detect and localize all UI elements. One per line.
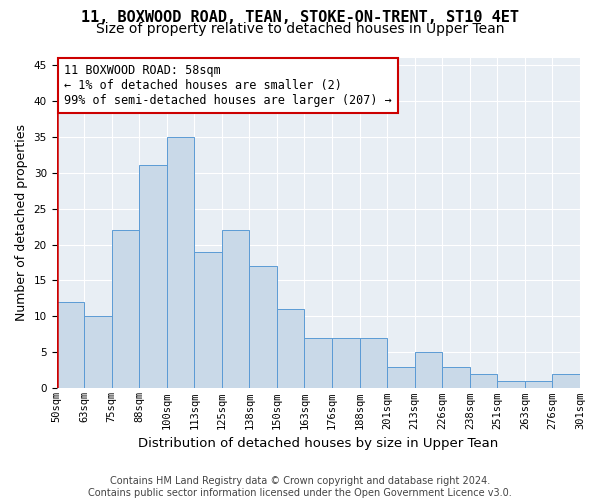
Bar — [56, 302, 84, 388]
Bar — [194, 252, 222, 388]
Bar — [387, 367, 415, 388]
Bar — [442, 367, 470, 388]
Bar — [415, 352, 442, 388]
Bar — [553, 374, 580, 388]
Bar — [332, 338, 359, 388]
Bar — [167, 136, 194, 388]
Bar — [222, 230, 250, 388]
Text: 11, BOXWOOD ROAD, TEAN, STOKE-ON-TRENT, ST10 4ET: 11, BOXWOOD ROAD, TEAN, STOKE-ON-TRENT, … — [81, 10, 519, 25]
Text: Size of property relative to detached houses in Upper Tean: Size of property relative to detached ho… — [96, 22, 504, 36]
Text: Contains HM Land Registry data © Crown copyright and database right 2024.
Contai: Contains HM Land Registry data © Crown c… — [88, 476, 512, 498]
Bar — [250, 266, 277, 388]
Bar — [112, 230, 139, 388]
Bar — [304, 338, 332, 388]
Bar — [525, 381, 553, 388]
X-axis label: Distribution of detached houses by size in Upper Tean: Distribution of detached houses by size … — [138, 437, 499, 450]
Bar — [139, 166, 167, 388]
Bar — [84, 316, 112, 388]
Bar — [497, 381, 525, 388]
Bar — [277, 310, 304, 388]
Bar — [470, 374, 497, 388]
Bar — [359, 338, 387, 388]
Text: 11 BOXWOOD ROAD: 58sqm
← 1% of detached houses are smaller (2)
99% of semi-detac: 11 BOXWOOD ROAD: 58sqm ← 1% of detached … — [64, 64, 392, 107]
Y-axis label: Number of detached properties: Number of detached properties — [15, 124, 28, 322]
